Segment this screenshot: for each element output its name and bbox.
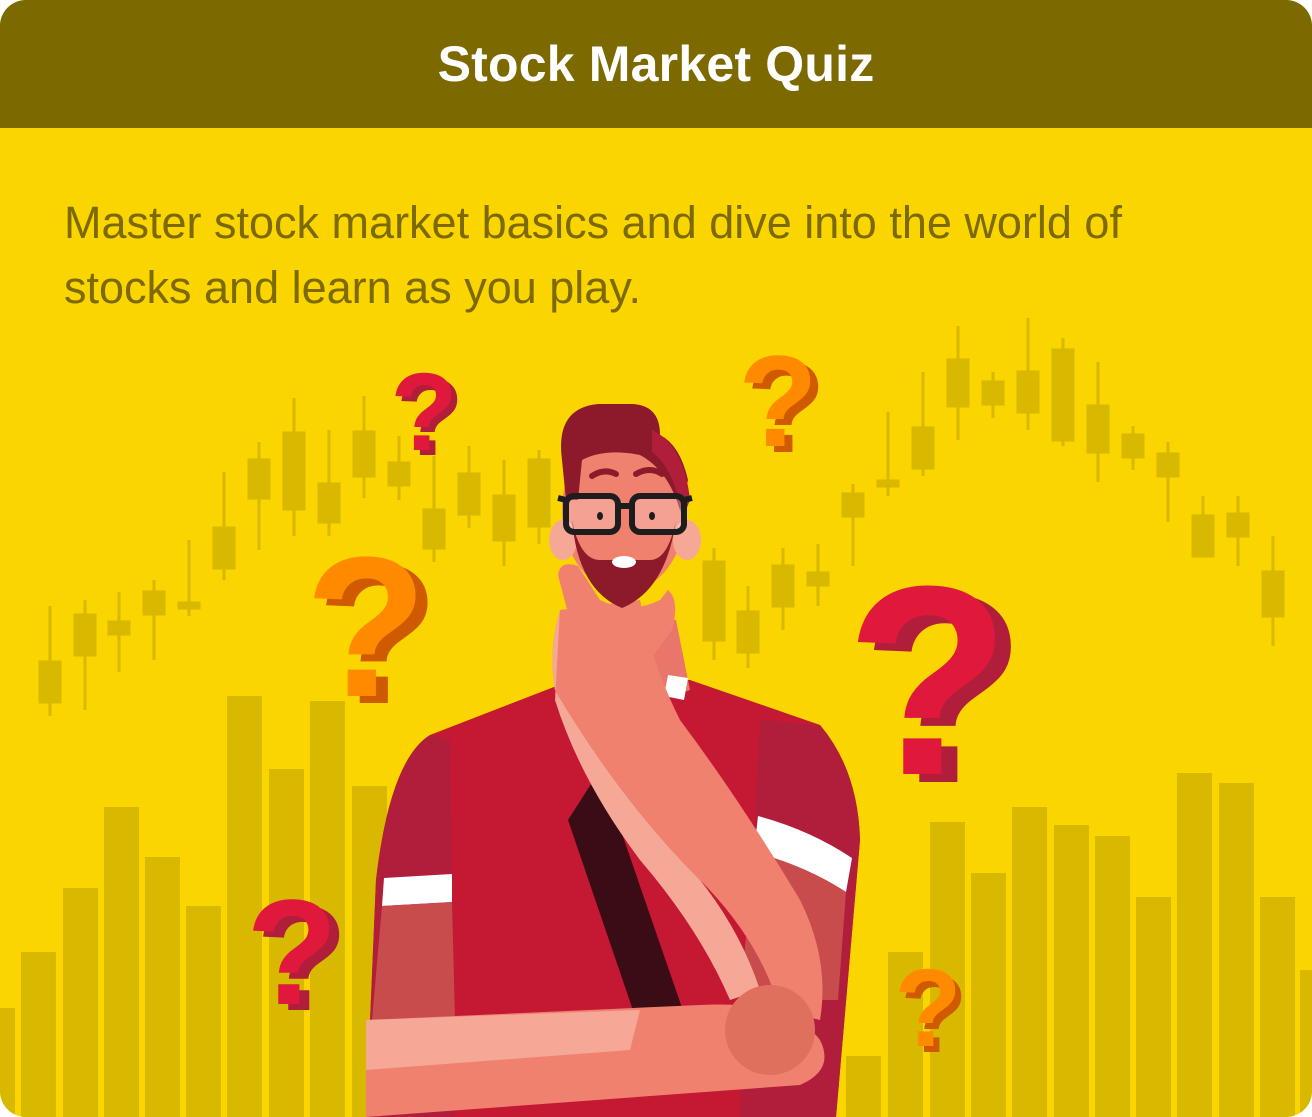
svg-text:?: ?: [317, 523, 439, 746]
svg-text:?: ?: [246, 868, 338, 1036]
glasses-icon: [557, 493, 693, 535]
quiz-description: Master stock market basics and dive into…: [64, 197, 1122, 313]
question-mark-icon: ? ?: [738, 328, 825, 480]
svg-text:?: ?: [305, 516, 427, 739]
header-bar: Stock Market Quiz: [0, 0, 1312, 128]
svg-text:?: ?: [862, 539, 1027, 840]
svg-text:?: ?: [846, 531, 1011, 832]
question-mark-icon: ? ?: [846, 531, 1027, 840]
svg-text:?: ?: [256, 874, 348, 1042]
svg-text:?: ?: [746, 334, 825, 480]
svg-text:?: ?: [738, 328, 817, 474]
candlestick-chart-background: [38, 318, 1285, 716]
page-title: Stock Market Quiz: [437, 36, 875, 92]
question-mark-icon: ? ?: [246, 868, 348, 1042]
thinking-man-illustration: [366, 404, 860, 1117]
bar-chart-background: [0, 696, 1312, 1117]
svg-text:?: ?: [900, 953, 967, 1076]
svg-text:?: ?: [390, 351, 457, 474]
question-mark-icon: ? ?: [305, 516, 439, 746]
question-mark-icon: ? ?: [390, 351, 463, 479]
question-mark-icon: ? ?: [894, 947, 967, 1076]
svg-text:?: ?: [894, 947, 961, 1070]
svg-text:?: ?: [396, 356, 463, 479]
